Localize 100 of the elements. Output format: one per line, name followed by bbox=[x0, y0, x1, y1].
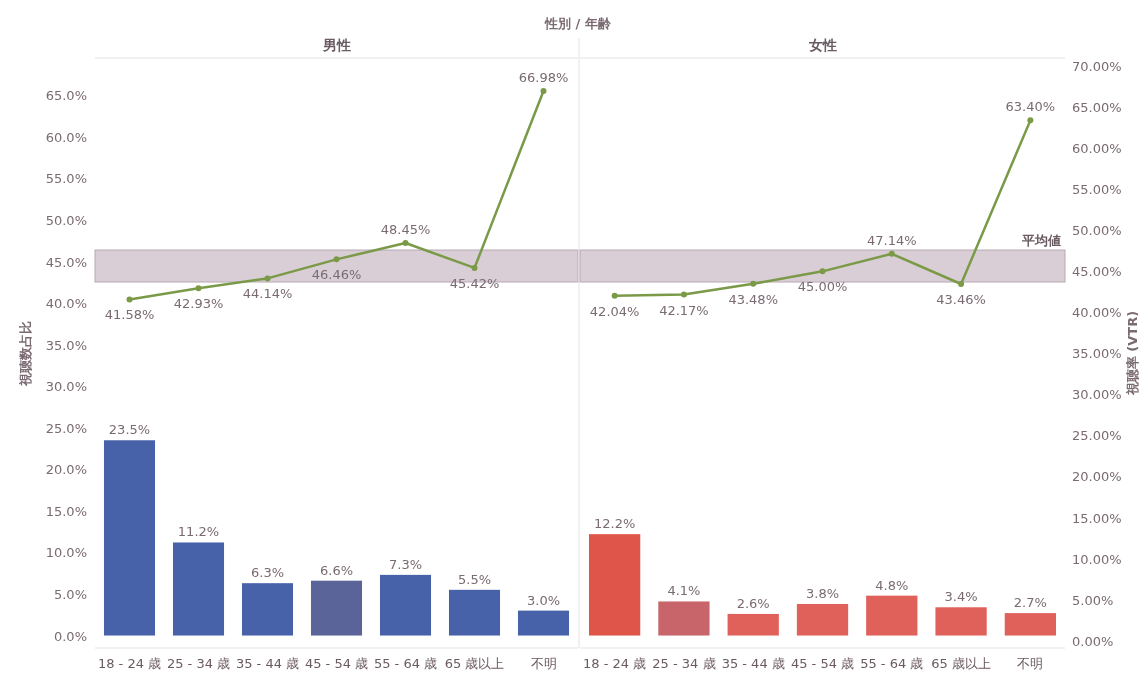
data-label: 4.8% bbox=[875, 577, 909, 593]
y2-axis-title: 視聴率 (VTR) bbox=[1125, 310, 1140, 397]
bar bbox=[103, 440, 156, 636]
bar bbox=[448, 589, 501, 636]
y-tick-label: 0.0% bbox=[53, 628, 87, 644]
point bbox=[402, 240, 409, 247]
data-label: 63.40% bbox=[1005, 99, 1056, 115]
x-tick-label: 18 - 24 歳 bbox=[97, 656, 162, 671]
data-label: 48.45% bbox=[380, 222, 431, 238]
x-tick-label: 不明 bbox=[530, 656, 557, 671]
y2-tick-label: 40.00% bbox=[1072, 305, 1122, 321]
y2-tick-label: 35.00% bbox=[1072, 346, 1122, 362]
y2-tick-label: 55.00% bbox=[1072, 182, 1122, 198]
data-label: 41.58% bbox=[104, 307, 155, 323]
point bbox=[750, 280, 757, 287]
x-tick-label: 65 歳以上 bbox=[931, 656, 991, 671]
data-label: 5.5% bbox=[457, 571, 492, 587]
y-tick-label: 50.0% bbox=[45, 213, 87, 229]
data-label: 44.14% bbox=[242, 286, 293, 302]
data-label: 45.00% bbox=[797, 279, 848, 295]
y-tick-label: 25.0% bbox=[45, 420, 87, 436]
y2-tick-label: 60.00% bbox=[1072, 141, 1122, 157]
data-label: 6.3% bbox=[250, 565, 285, 581]
chart-subtitle: 男性 bbox=[321, 37, 351, 53]
data-label: 43.48% bbox=[728, 291, 778, 307]
y-axis-title: 視聴数占比 bbox=[18, 320, 33, 387]
bar bbox=[935, 607, 987, 636]
data-label: 11.2% bbox=[177, 524, 220, 540]
y2-tick-label: 5.00% bbox=[1072, 592, 1114, 608]
band-label: 平均値 bbox=[1021, 233, 1061, 249]
data-label: 42.04% bbox=[589, 303, 640, 319]
x-tick-label: 45 - 54 歳 bbox=[304, 656, 369, 671]
y2-tick-label: 50.00% bbox=[1072, 223, 1122, 239]
y-tick-label: 40.0% bbox=[45, 296, 87, 312]
bar bbox=[727, 613, 779, 636]
y-tick-label: 35.0% bbox=[45, 337, 87, 353]
bar bbox=[796, 603, 849, 636]
x-tick-label: 18 - 24 歳 bbox=[583, 656, 647, 671]
data-label: 42.17% bbox=[659, 302, 709, 318]
y-tick-label: 10.0% bbox=[45, 545, 87, 561]
y-tick-label: 65.0% bbox=[45, 88, 87, 104]
data-label: 43.46% bbox=[936, 291, 986, 307]
x-tick-label: 35 - 44 歳 bbox=[721, 656, 785, 671]
point bbox=[264, 275, 271, 282]
y-tick-label: 60.0% bbox=[45, 129, 87, 145]
y2-tick-label: 15.00% bbox=[1072, 510, 1122, 526]
x-tick-label: 不明 bbox=[1017, 656, 1044, 671]
data-label: 2.6% bbox=[736, 595, 770, 611]
bar bbox=[379, 574, 432, 636]
data-label: 47.14% bbox=[867, 232, 917, 248]
data-label: 2.7% bbox=[1013, 595, 1047, 611]
bar bbox=[1004, 613, 1056, 636]
chart-title: 性別 / 年齢 bbox=[544, 16, 612, 31]
y2-tick-label: 25.00% bbox=[1072, 428, 1122, 444]
point bbox=[333, 256, 340, 263]
data-label: 4.1% bbox=[667, 583, 701, 599]
data-label: 46.46% bbox=[311, 267, 362, 283]
x-tick-label: 35 - 44 歳 bbox=[235, 656, 300, 671]
y-tick-label: 5.0% bbox=[53, 586, 87, 602]
data-label: 3.0% bbox=[526, 592, 561, 608]
point bbox=[1027, 117, 1034, 124]
y-tick-label: 55.0% bbox=[45, 171, 87, 187]
point bbox=[471, 264, 478, 271]
data-label: 3.4% bbox=[944, 589, 978, 605]
data-label: 66.98% bbox=[518, 69, 569, 85]
x-tick-label: 65 歳以上 bbox=[444, 656, 505, 671]
bar bbox=[241, 583, 294, 636]
point bbox=[819, 268, 826, 275]
x-tick-label: 55 - 64 歳 bbox=[373, 656, 438, 671]
y-tick-label: 20.0% bbox=[45, 462, 87, 478]
point bbox=[888, 250, 895, 257]
point bbox=[611, 292, 618, 299]
data-label: 7.3% bbox=[388, 556, 423, 572]
bar bbox=[172, 542, 225, 636]
y-tick-label: 45.0% bbox=[45, 254, 87, 270]
data-label: 45.42% bbox=[449, 275, 500, 291]
point bbox=[540, 87, 547, 94]
bar bbox=[517, 610, 570, 636]
x-tick-label: 25 - 34 歳 bbox=[652, 656, 716, 671]
bar bbox=[866, 595, 918, 636]
y2-tick-label: 0.00% bbox=[1072, 633, 1114, 649]
data-label: 6.6% bbox=[319, 562, 354, 578]
bar bbox=[658, 601, 710, 636]
y2-tick-label: 65.00% bbox=[1072, 100, 1122, 116]
data-label: 3.8% bbox=[805, 585, 840, 601]
point bbox=[195, 285, 202, 292]
chart-subtitle: 女性 bbox=[807, 37, 837, 53]
data-label: 12.2% bbox=[593, 516, 636, 532]
x-tick-label: 25 - 34 歳 bbox=[166, 656, 231, 671]
y2-tick-label: 10.00% bbox=[1072, 551, 1122, 567]
point bbox=[958, 280, 965, 287]
point bbox=[126, 296, 133, 303]
y-tick-label: 15.0% bbox=[45, 503, 87, 519]
data-label: 42.93% bbox=[173, 296, 224, 312]
y2-tick-label: 45.00% bbox=[1072, 264, 1122, 280]
x-tick-label: 55 - 64 歳 bbox=[860, 656, 924, 671]
data-label: 23.5% bbox=[108, 422, 151, 438]
x-tick-label: 45 - 54 歳 bbox=[790, 656, 855, 671]
y2-tick-label: 20.00% bbox=[1072, 469, 1122, 485]
y2-tick-label: 70.00% bbox=[1072, 59, 1122, 75]
